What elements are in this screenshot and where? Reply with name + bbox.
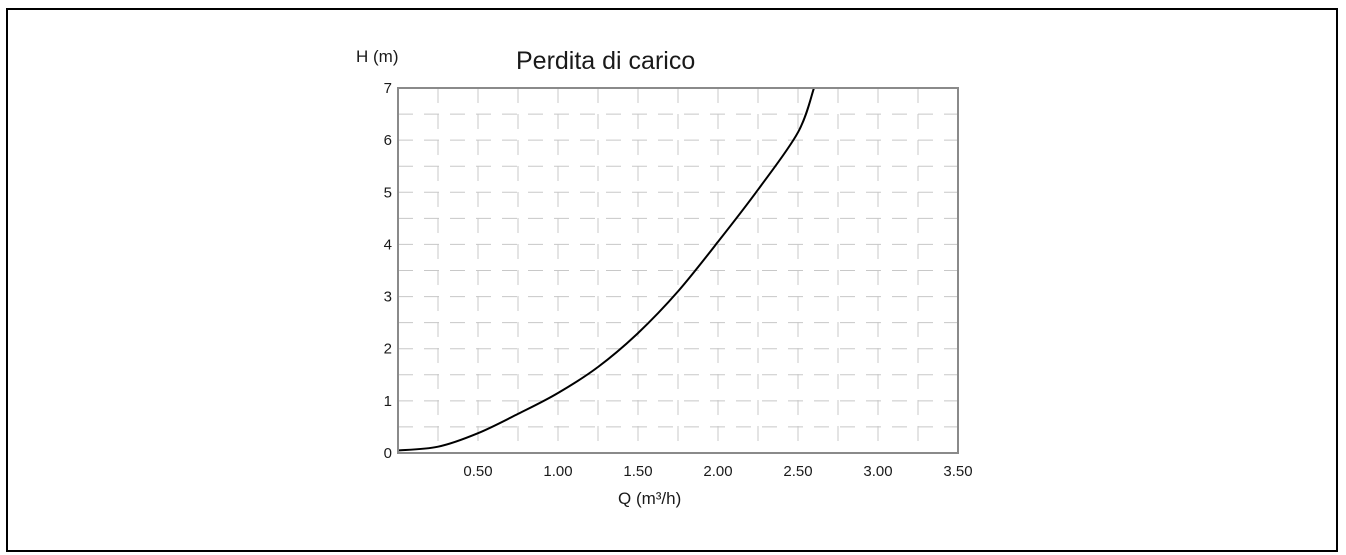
x-tick-label: 0.50 [463,463,492,480]
x-tick-label: 1.00 [543,463,572,480]
x-tick-label: 3.00 [863,463,892,480]
figure-frame [6,8,1338,552]
ticks: 0.50 1.00 1.50 2.00 2.50 3.00 3.50 0 1 2 3 4 5 6 7 [384,80,973,480]
plot-area [397,87,959,454]
x-tick-label: 3.50 [943,463,972,480]
y-tick-label: 0 [384,445,392,462]
x-axis-label: Q (m³/h) [618,489,681,508]
chart-title: Perdita di carico [516,47,695,75]
y-tick-label: 6 [384,132,392,149]
x-tick-label: 2.00 [703,463,732,480]
y-tick-label: 1 [384,393,392,410]
grid [398,88,958,453]
y-tick-label: 2 [384,341,392,358]
y-tick-label: 5 [384,184,392,201]
series-line [397,87,815,452]
x-tick-label: 1.50 [623,463,652,480]
y-tick-label: 3 [384,289,392,306]
y-tick-label: 7 [384,80,392,97]
y-tick-label: 4 [384,236,392,253]
y-axis-label: H (m) [356,47,398,66]
x-tick-label: 2.50 [783,463,812,480]
